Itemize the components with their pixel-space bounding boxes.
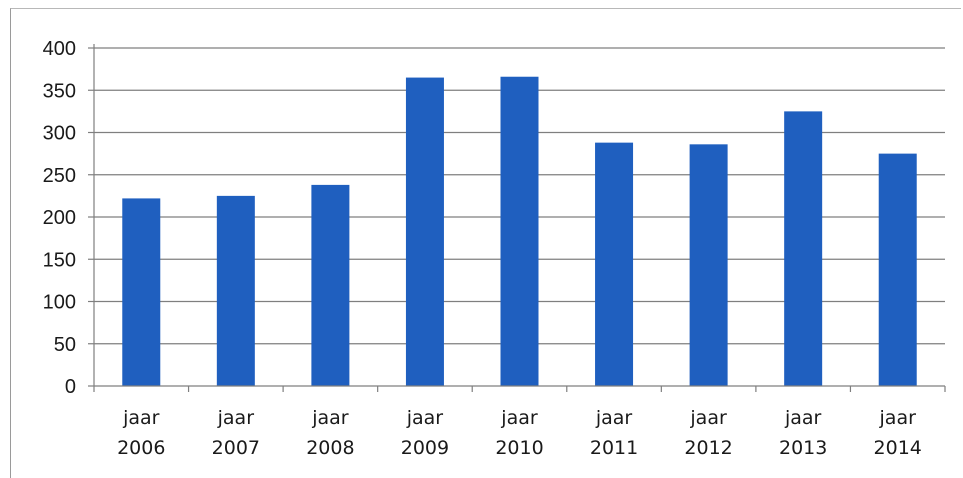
x-tick-label-2007-line1: jaar [217, 407, 255, 429]
x-tick-label-2007-line2: 2007 [212, 437, 260, 459]
x-tick-label-2006-line1: jaar [122, 407, 160, 429]
bar-2006 [122, 198, 161, 386]
x-tick-label-2013-line2: 2013 [779, 437, 827, 459]
y-tick-label-150: 150 [43, 249, 76, 271]
x-tick-label-2009-line2: 2009 [401, 437, 449, 459]
y-tick-label-400: 400 [43, 38, 76, 60]
x-tick-label-2010-line2: 2010 [495, 437, 543, 459]
x-tick-label-2014-line1: jaar [879, 407, 917, 429]
x-axis-labels: jaar 2006 jaar 2007 jaar 2008 jaar 2009 jaar 2010… [117, 407, 922, 459]
y-tick-label-200: 200 [43, 207, 76, 229]
x-tick-label-2012-line1: jaar [689, 407, 727, 429]
x-tick-label-2011-line2: 2011 [590, 437, 638, 459]
bar-2013 [784, 111, 823, 386]
y-tick-label-300: 300 [43, 123, 76, 145]
bar-2010 [500, 76, 539, 386]
x-tick-label-2008-line1: jaar [311, 407, 349, 429]
y-tick-label-50: 50 [54, 334, 76, 356]
bars [122, 76, 917, 386]
bar-2009 [405, 77, 444, 386]
y-tick-label-350: 350 [43, 80, 76, 102]
x-tick-label-2010-line1: jaar [500, 407, 538, 429]
y-tick-label-0: 0 [65, 376, 76, 398]
bar-2012 [689, 144, 728, 386]
bar-2007 [216, 195, 255, 386]
x-tick-label-2008-line2: 2008 [306, 437, 354, 459]
y-axis-ticks: 0 50 100 150 200 250 300 350 400 [43, 38, 94, 398]
x-tick-label-2009-line1: jaar [406, 407, 444, 429]
x-tick-label-2006-line2: 2006 [117, 437, 165, 459]
bar-2014 [878, 153, 917, 386]
chart-frame [10, 8, 961, 478]
bar-2011 [595, 142, 634, 386]
x-tick-label-2013-line1: jaar [784, 407, 822, 429]
x-tick-label-2014-line2: 2014 [874, 437, 922, 459]
bar-2008 [311, 184, 350, 386]
y-tick-label-250: 250 [43, 165, 76, 187]
x-tick-label-2011-line1: jaar [595, 407, 633, 429]
x-tick-label-2012-line2: 2012 [684, 437, 732, 459]
axes [93, 44, 946, 392]
y-tick-label-100: 100 [43, 292, 76, 314]
